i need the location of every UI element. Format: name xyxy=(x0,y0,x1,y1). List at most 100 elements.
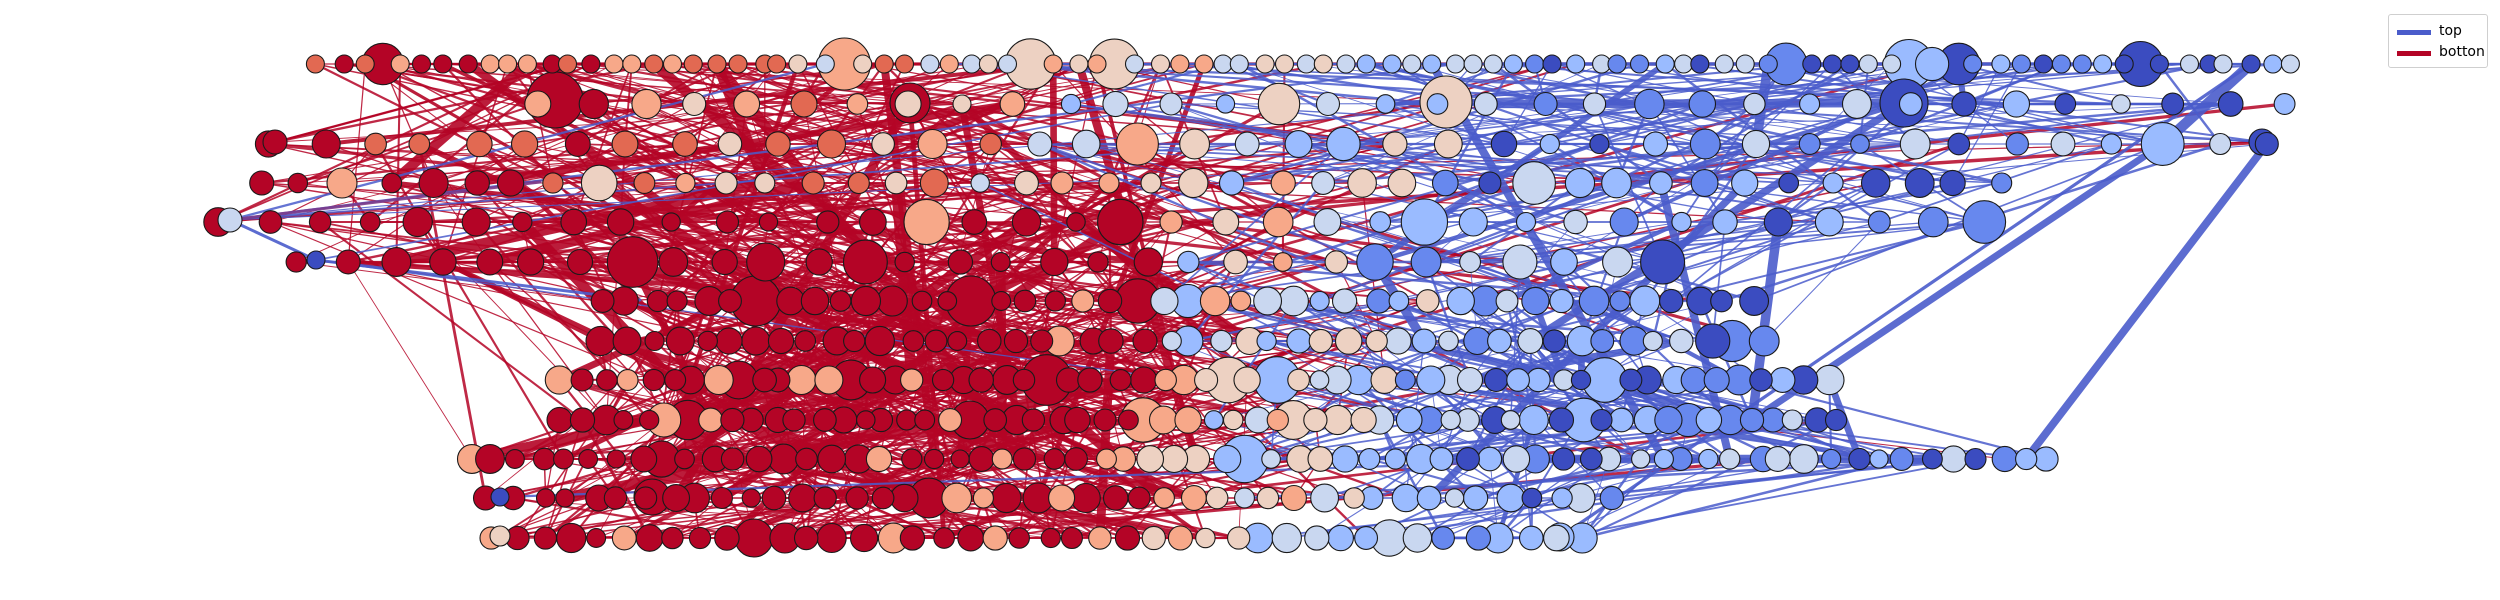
graph-node xyxy=(734,518,774,558)
graph-node xyxy=(859,366,887,394)
graph-node xyxy=(903,198,950,246)
graph-node xyxy=(1525,54,1545,74)
graph-node xyxy=(2051,54,2071,74)
graph-node xyxy=(1194,54,1214,74)
graph-node xyxy=(1496,483,1526,513)
graph-node xyxy=(1102,90,1129,118)
graph-node xyxy=(1463,326,1492,356)
graph-node xyxy=(1869,449,1889,469)
graph-node xyxy=(381,172,403,194)
graph-node xyxy=(590,289,615,313)
graph-node xyxy=(1284,130,1313,158)
graph-node xyxy=(1287,368,1310,392)
graph-node xyxy=(622,54,642,74)
graph-node xyxy=(1490,130,1518,158)
graph-node xyxy=(2050,131,2076,157)
graph-node xyxy=(1850,134,1870,154)
graph-node xyxy=(1440,409,1461,431)
graph-node xyxy=(1324,250,1349,274)
graph-node xyxy=(1040,247,1069,277)
graph-node xyxy=(1539,133,1560,155)
graph-node xyxy=(1582,92,1607,116)
graph-node xyxy=(1473,92,1498,116)
graph-node xyxy=(991,291,1012,311)
graph-node xyxy=(1599,485,1624,511)
graph-node xyxy=(1991,54,2011,74)
legend: top botton xyxy=(2388,14,2488,68)
graph-node xyxy=(788,483,818,513)
graph-node xyxy=(1021,408,1046,432)
graph-node xyxy=(1629,54,1650,74)
graph-node xyxy=(1778,172,1800,194)
graph-node xyxy=(1465,525,1492,551)
top-edge xyxy=(1811,63,2164,145)
top-edge xyxy=(1525,103,2017,223)
graph-node xyxy=(1739,286,1770,316)
graph-node xyxy=(217,207,243,233)
graph-node xyxy=(1203,410,1224,430)
graph-node xyxy=(733,90,761,118)
graph-node xyxy=(489,525,511,547)
top-edge xyxy=(1509,261,1521,421)
graph-node xyxy=(710,486,733,510)
graph-node xyxy=(1735,54,1755,74)
graph-node xyxy=(1731,169,1759,197)
graph-node xyxy=(979,132,1002,156)
graph-node xyxy=(1132,328,1158,354)
graph-node xyxy=(1153,487,1175,509)
graph-node xyxy=(2054,93,2077,115)
graph-node xyxy=(1309,290,1330,312)
graph-node xyxy=(1654,405,1683,435)
graph-node xyxy=(633,172,656,194)
graph-node xyxy=(1012,368,1036,392)
graph-node xyxy=(2213,54,2233,74)
graph-node xyxy=(1382,54,1402,74)
graph-node xyxy=(517,54,537,74)
graph-node xyxy=(411,54,432,74)
graph-node xyxy=(1741,129,1771,159)
graph-node xyxy=(1296,54,1316,74)
graph-node xyxy=(952,94,972,114)
graph-node xyxy=(1388,290,1410,312)
graph-node xyxy=(1799,93,1821,115)
graph-node xyxy=(1898,92,1923,116)
graph-node xyxy=(557,54,578,74)
graph-node xyxy=(1395,406,1423,434)
graph-node xyxy=(896,409,918,431)
graph-node xyxy=(1431,169,1459,197)
graph-node xyxy=(1096,448,1117,470)
graph-node xyxy=(849,523,879,553)
graph-node xyxy=(429,248,457,276)
top-edge xyxy=(2022,140,2271,463)
graph-node xyxy=(1739,407,1765,433)
graph-node xyxy=(408,133,431,155)
graph-node xyxy=(1719,448,1741,470)
graph-node xyxy=(1549,288,1574,314)
graph-node xyxy=(335,249,361,275)
graph-node xyxy=(829,290,852,312)
graph-node xyxy=(1097,198,1144,246)
graph-node xyxy=(1213,444,1242,474)
graph-node xyxy=(390,54,410,74)
graph-node xyxy=(1445,54,1466,74)
graph-node xyxy=(1286,328,1312,354)
bottom-edge xyxy=(605,62,827,422)
graph-node xyxy=(856,410,876,430)
graph-node xyxy=(1012,447,1037,471)
graph-node xyxy=(1749,368,1773,392)
graph-node xyxy=(1375,94,1396,114)
graph-node xyxy=(931,368,955,392)
graph-node xyxy=(1274,54,1295,74)
graph-node xyxy=(2072,54,2092,74)
graph-node xyxy=(1234,131,1260,157)
graph-node xyxy=(1703,366,1730,394)
graph-node xyxy=(287,172,309,194)
bottom-edge xyxy=(857,181,1522,264)
graph-node xyxy=(1354,526,1379,550)
graph-node xyxy=(1500,410,1521,430)
graph-node xyxy=(533,526,558,550)
graph-node xyxy=(476,248,504,276)
bottom-edge xyxy=(754,339,1125,461)
graph-node xyxy=(1548,407,1575,433)
graph-node xyxy=(814,365,844,395)
